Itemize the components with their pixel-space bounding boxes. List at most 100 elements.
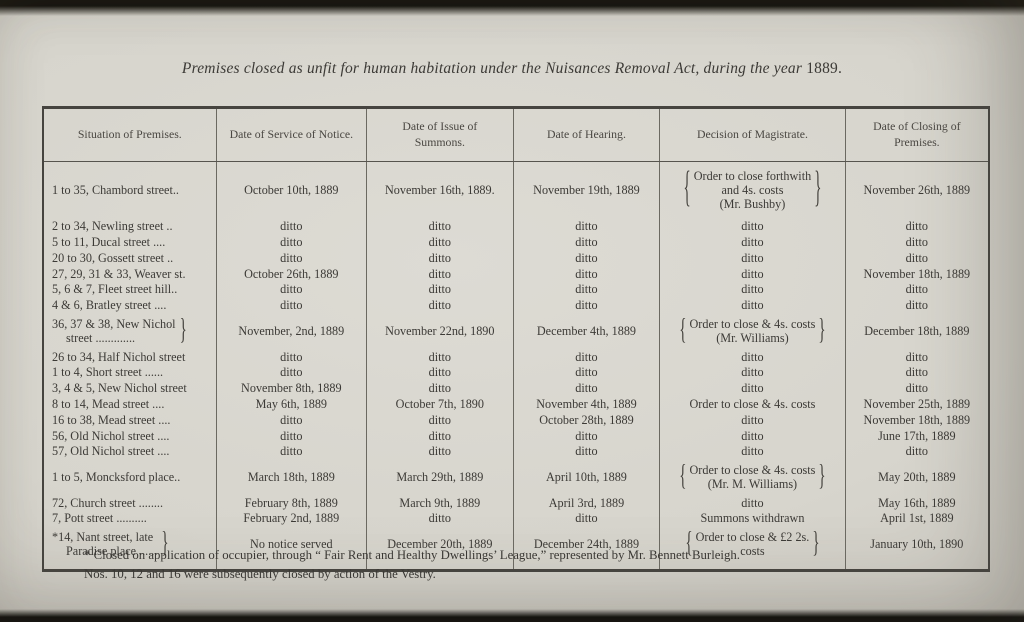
closing-date-cell: ditto [844, 282, 990, 299]
decision-cell: Order to close & 4s. costs [659, 396, 846, 413]
summons-date-cell: ditto [366, 298, 514, 315]
footnote-line-2: Nos. 10, 12 and 16 were subsequently clo… [84, 567, 436, 582]
table-row: 57, Old Nichol street .... ditto ditto d… [42, 444, 990, 461]
situation-cell: 2 to 34, Newling street .. [42, 219, 217, 236]
hearing-date-cell: ditto [512, 511, 661, 528]
situation-cell: 1 to 4, Short street ...... [42, 365, 217, 382]
page-title-year: 1889. [806, 60, 843, 77]
closing-date-cell: April 1st, 1889 [844, 511, 990, 528]
hearing-date-cell: ditto [512, 444, 661, 461]
summons-date-cell: ditto [366, 349, 514, 366]
table-row: 36, 37 & 38, New Nichol street ..........… [42, 314, 990, 350]
header-decision: Decision of Magistrate. [659, 107, 846, 162]
closing-date-cell: ditto [844, 219, 990, 236]
summons-date-cell: ditto [366, 219, 514, 236]
closing-date-cell: November 25th, 1889 [844, 396, 990, 413]
hearing-date-cell: April 10th, 1889 [512, 460, 661, 496]
summons-date-cell: ditto [366, 511, 514, 528]
summons-date-cell: ditto [366, 428, 514, 445]
decision-brace-right: } [818, 314, 826, 347]
notice-date-cell: October 26th, 1889 [215, 266, 368, 283]
decision-cell: ditto [659, 298, 846, 315]
decision-cell: ditto [659, 495, 846, 512]
hearing-date-cell: December 4th, 1889 [512, 314, 661, 350]
page-title: Premises closed as unfit for human habit… [0, 60, 1024, 78]
closing-date-cell: November 26th, 1889 [844, 161, 990, 220]
decision-cell: ditto [659, 365, 846, 382]
decision-cell: ditto [659, 349, 846, 366]
page-title-text: Premises closed as unfit for human habit… [181, 60, 803, 77]
closing-date-cell: ditto [844, 444, 990, 461]
table-row: 26 to 34, Half Nichol street ditto ditto… [42, 349, 990, 366]
situation-cell: *14, Nant street, late Paradise place ...… [42, 527, 217, 571]
summons-date-cell: March 9th, 1889 [366, 495, 514, 512]
decision-brace-right: } [812, 527, 820, 560]
notice-date-cell: February 8th, 1889 [215, 495, 368, 512]
situation-cell: 16 to 38, Mead street .... [42, 412, 217, 429]
table-row: 16 to 38, Mead street .... ditto ditto O… [42, 412, 990, 429]
decision-brace-left: { [679, 460, 687, 493]
situation-cell: 20 to 30, Gossett street .. [42, 250, 217, 267]
footnote: * Closed on application of occupier, thr… [84, 546, 954, 584]
situation-cell: 8 to 14, Mead street .... [42, 396, 217, 413]
table-row: 1 to 35, Chambord street.. October 10th,… [42, 161, 990, 220]
table-row: 4 & 6, Bratley street .... ditto ditto d… [42, 298, 990, 315]
hearing-date-cell: ditto [512, 428, 661, 445]
notice-date-cell: ditto [215, 298, 368, 315]
closing-date-cell: May 20th, 1889 [844, 460, 990, 496]
hearing-date-cell: ditto [512, 349, 661, 366]
notice-date-cell: November 8th, 1889 [215, 381, 368, 397]
closing-date-cell: ditto [844, 365, 990, 382]
table-header: Situation of Premises. Date of Service o… [42, 107, 990, 162]
table-row: 1 to 5, Moncksford place.. March 18th, 1… [42, 460, 990, 496]
decision-cell: {Order to close & 4s. costs (Mr. M. Willi… [659, 460, 846, 496]
hearing-date-cell: ditto [512, 365, 661, 382]
hearing-date-cell: ditto [512, 235, 661, 251]
table-row: 8 to 14, Mead street .... May 6th, 1889 … [42, 396, 990, 413]
notice-date-cell: ditto [215, 235, 368, 251]
notice-date-cell: March 18th, 1889 [215, 460, 368, 496]
table-row: 7, Pott street .......... February 2nd, … [42, 511, 990, 528]
decision-cell: ditto [659, 219, 846, 236]
hearing-date-cell: April 3rd, 1889 [512, 495, 661, 512]
decision-cell: Summons withdrawn [659, 511, 846, 528]
situation-cell: 3, 4 & 5, New Nichol street [42, 381, 217, 397]
situation-brace: } [179, 314, 187, 347]
decision-cell: ditto [659, 282, 846, 299]
notice-date-cell: ditto [215, 412, 368, 429]
notice-date-cell: May 6th, 1889 [215, 396, 368, 413]
table-row: 56, Old Nichol street .... ditto ditto d… [42, 428, 990, 445]
summons-date-cell: ditto [366, 250, 514, 267]
summons-date-cell: November 22nd, 1890 [366, 314, 514, 350]
hearing-date-cell: ditto [512, 282, 661, 299]
hearing-date-cell: November 4th, 1889 [512, 396, 661, 413]
table-row: 1 to 4, Short street ...... ditto ditto … [42, 365, 990, 382]
notice-date-cell: No notice served [215, 527, 368, 571]
notice-date-cell: ditto [215, 219, 368, 236]
decision-cell: ditto [659, 444, 846, 461]
notice-date-cell: February 2nd, 1889 [215, 511, 368, 528]
situation-cell: 4 & 6, Bratley street .... [42, 298, 217, 315]
header-situation: Situation of Premises. [42, 107, 217, 162]
hearing-date-cell: November 19th, 1889 [512, 161, 661, 220]
table-row: 72, Church street ........ February 8th,… [42, 495, 990, 512]
table-row: 27, 29, 31 & 33, Weaver st. October 26th… [42, 266, 990, 283]
table-row: 5, 6 & 7, Fleet street hill.. ditto ditt… [42, 282, 990, 299]
notice-date-cell: ditto [215, 282, 368, 299]
summons-date-cell: ditto [366, 365, 514, 382]
situation-cell: 1 to 35, Chambord street.. [42, 161, 217, 220]
decision-brace-right: } [818, 460, 826, 493]
situation-cell: 56, Old Nichol street .... [42, 428, 217, 445]
table-row: 5 to 11, Ducal street .... ditto ditto d… [42, 235, 990, 251]
summons-date-cell: October 7th, 1890 [366, 396, 514, 413]
closing-date-cell: January 10th, 1890 [844, 527, 990, 571]
summons-date-cell: ditto [366, 282, 514, 299]
situation-cell: 57, Old Nichol street .... [42, 444, 217, 461]
situation-cell: 36, 37 & 38, New Nichol street ..........… [42, 314, 217, 350]
header-closing-date: Date of Closing of Premises. [844, 107, 990, 162]
hearing-date-cell: October 28th, 1889 [512, 412, 661, 429]
situation-brace: } [161, 527, 169, 560]
decision-cell: ditto [659, 381, 846, 397]
decision-cell: ditto [659, 266, 846, 283]
closing-date-cell: ditto [844, 381, 990, 397]
